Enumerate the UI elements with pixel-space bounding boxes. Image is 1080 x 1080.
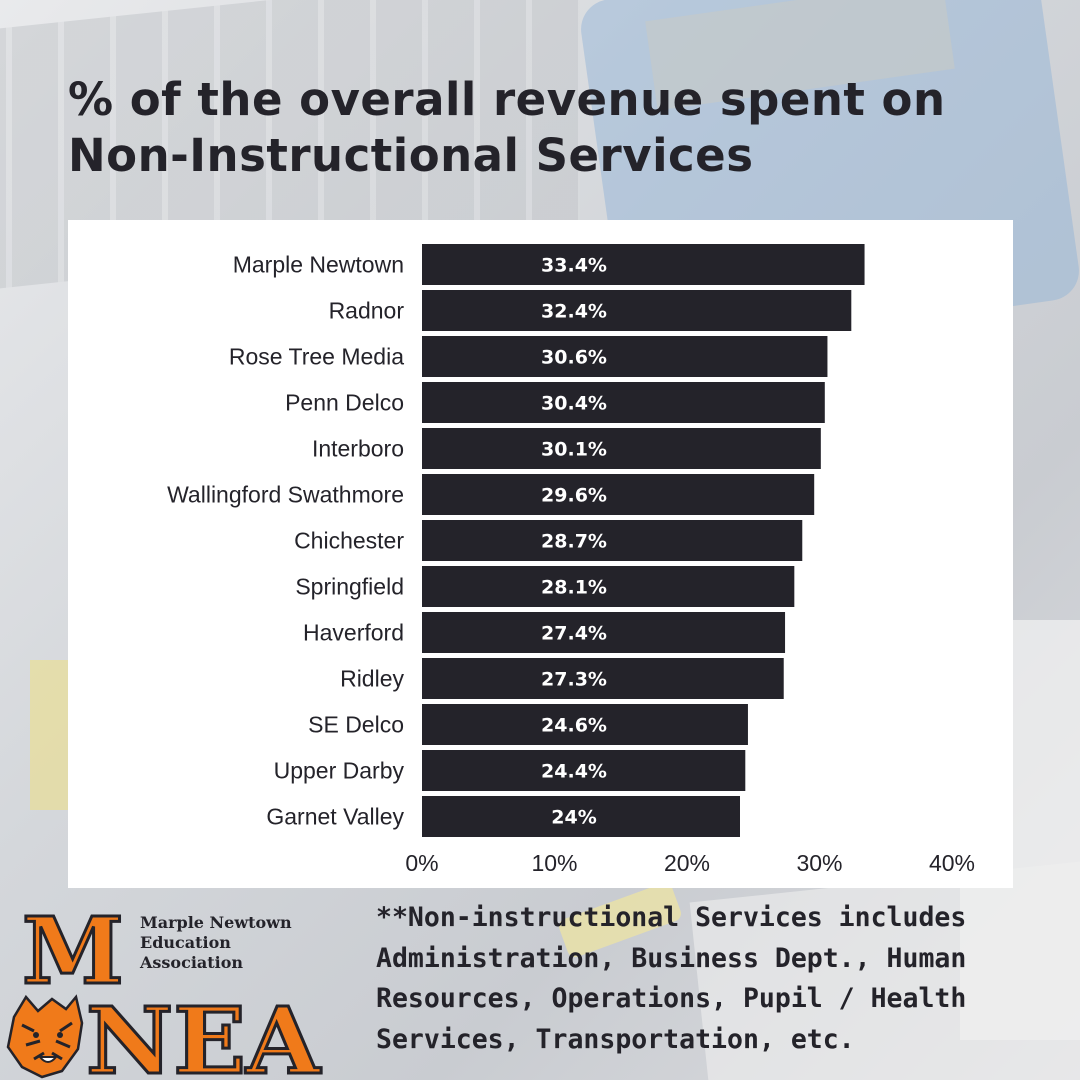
bar-6 [422, 520, 803, 561]
bar-value-label: 33.4% [541, 255, 607, 277]
bar-value-label: 24.4% [541, 761, 607, 783]
bar-11 [422, 750, 746, 791]
category-label: Ridley [340, 666, 404, 692]
bar-2 [422, 336, 828, 377]
bar-value-label: 27.4% [541, 623, 607, 645]
svg-text:M: M [22, 905, 124, 1005]
category-label: Marple Newtown [233, 252, 404, 278]
category-label: Rose Tree Media [229, 344, 404, 370]
x-tick-label: 0% [405, 850, 438, 876]
x-tick-label: 40% [929, 850, 975, 876]
bar-value-label: 30.4% [541, 393, 607, 415]
bar-9 [422, 658, 784, 699]
bar-value-label: 24% [551, 807, 596, 829]
category-label: SE Delco [308, 712, 404, 738]
bar-8 [422, 612, 786, 653]
bar-value-label: 32.4% [541, 301, 607, 323]
category-label: Garnet Valley [266, 804, 404, 830]
category-label: Haverford [303, 620, 404, 646]
logo-org-name: Marple Newtown Education Association [140, 913, 350, 973]
category-label: Radnor [329, 298, 405, 324]
category-label: Upper Darby [274, 758, 405, 784]
x-tick-label: 20% [664, 850, 710, 876]
bar-value-label: 24.6% [541, 715, 607, 737]
bar-value-label: 30.1% [541, 439, 607, 461]
chart-title: % of the overall revenue spent on Non-In… [68, 73, 946, 182]
bar-4 [422, 428, 821, 469]
bar-value-label: 28.7% [541, 531, 607, 553]
category-label: Chichester [294, 528, 404, 554]
logo-letter-m: M [21, 905, 126, 1007]
bar-12 [422, 796, 740, 837]
bar-10 [422, 704, 748, 745]
logo-org-line-3: Association [140, 953, 244, 972]
bar-value-label: 29.6% [541, 485, 607, 507]
x-tick-label: 10% [531, 850, 577, 876]
logo-letters-nea: NEA [85, 986, 324, 1080]
category-label: Wallingford Swathmore [167, 482, 404, 508]
bar-1 [422, 290, 852, 331]
chart-panel: 33.4% Marple Newtown 32.4% Radnor 30.6% Rose … [68, 220, 1013, 888]
logo-org-line-2: Education [140, 933, 231, 952]
category-label: Springfield [295, 574, 404, 600]
footnote: **Non-instructional Services includes Ad… [376, 902, 967, 1055]
svg-text:NEA: NEA [86, 987, 322, 1080]
tiger-head-icon [6, 994, 84, 1079]
bar-value-label: 27.3% [541, 669, 607, 691]
bar-7 [422, 566, 795, 607]
x-tick-label: 30% [796, 850, 842, 876]
category-label: Interboro [312, 436, 404, 462]
bar-0 [422, 244, 865, 285]
bar-5 [422, 474, 815, 515]
bar-value-label: 28.1% [541, 577, 607, 599]
bar-chart: 33.4% Marple Newtown 32.4% Radnor 30.6% Rose … [167, 244, 975, 876]
mnea-logo: M NEA [6, 905, 324, 1080]
category-label: Penn Delco [285, 390, 404, 416]
bar-value-label: 30.6% [541, 347, 607, 369]
logo-org-line-1: Marple Newtown [140, 913, 292, 932]
bar-3 [422, 382, 825, 423]
